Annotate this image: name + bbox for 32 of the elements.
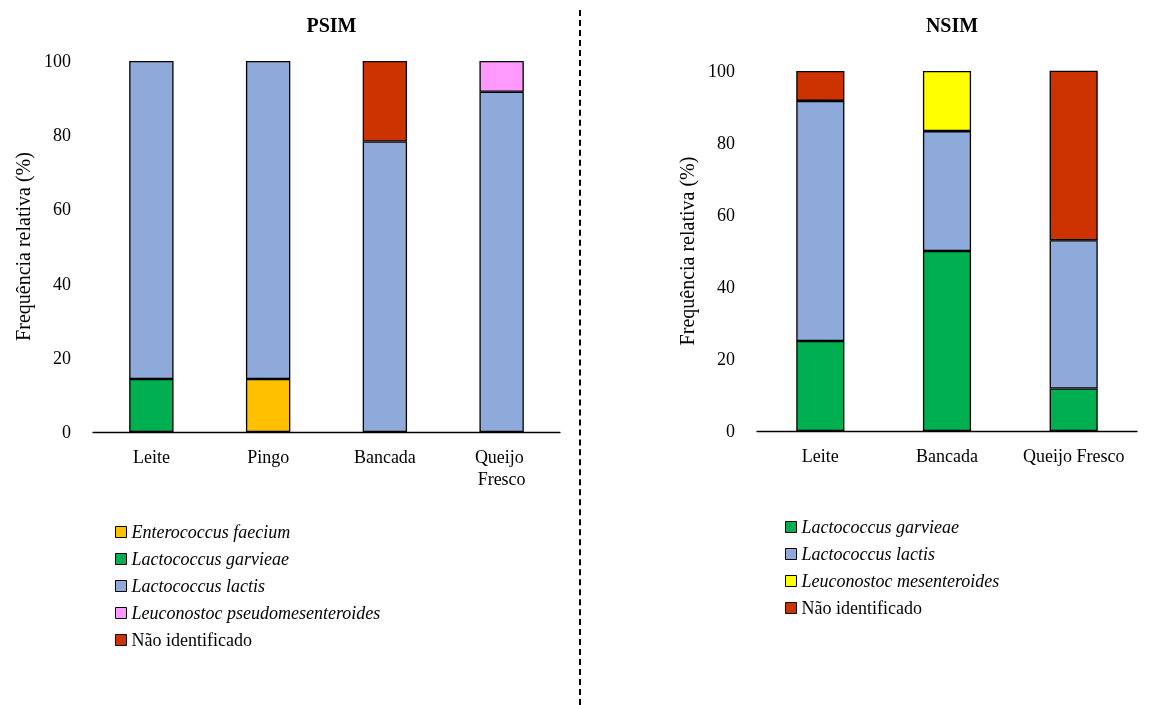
- legend-label: Enterococcus faecium: [130, 522, 291, 542]
- legend-label: Lactococcus garvieae: [800, 517, 959, 537]
- legend-label: Lactococcus garvieae: [130, 549, 289, 569]
- x-tick-label: Queijo Fresco: [1022, 446, 1125, 466]
- y-tick-label: 0: [62, 422, 71, 442]
- x-tick-label: Leite: [801, 446, 839, 466]
- legend-label: Lactococcus lactis: [130, 576, 265, 596]
- y-tick-label: 0: [726, 421, 735, 441]
- y-tick-label: 80: [53, 125, 71, 146]
- legend-label: Lactococcus lactis: [800, 544, 935, 564]
- y-axis-title: Frequência relativa (%): [12, 152, 36, 341]
- y-tick-label: 20: [53, 347, 71, 368]
- x-tick-label: Leite: [132, 447, 170, 467]
- legend-label: Leuconostoc mesenteroides: [800, 571, 1000, 591]
- x-tick-label: Queijo Fresco: [474, 447, 529, 489]
- chart-title: PSIM: [306, 14, 357, 36]
- x-tick-label: Pingo: [247, 447, 290, 467]
- y-tick-label: 60: [717, 205, 735, 225]
- chart-title: NSIM: [925, 14, 979, 36]
- y-tick-label: 40: [717, 277, 735, 297]
- legend-label: Não identificado: [131, 630, 252, 650]
- y-tick-label: 100: [44, 51, 71, 71]
- y-tick-label: 40: [53, 273, 71, 294]
- y-tick-label: 100: [708, 61, 735, 81]
- y-tick-label: 60: [53, 199, 71, 220]
- legend-label: Não identificado: [801, 598, 922, 618]
- x-tick-label: Bancada: [353, 447, 416, 467]
- y-tick-label: 80: [717, 133, 735, 153]
- y-tick-label: 20: [717, 349, 735, 369]
- x-tick-label: Bancada: [916, 446, 978, 466]
- y-axis-title: Frequência relativa (%): [676, 156, 700, 346]
- legend-label: Leuconostoc pseudomesenteroides: [130, 603, 381, 623]
